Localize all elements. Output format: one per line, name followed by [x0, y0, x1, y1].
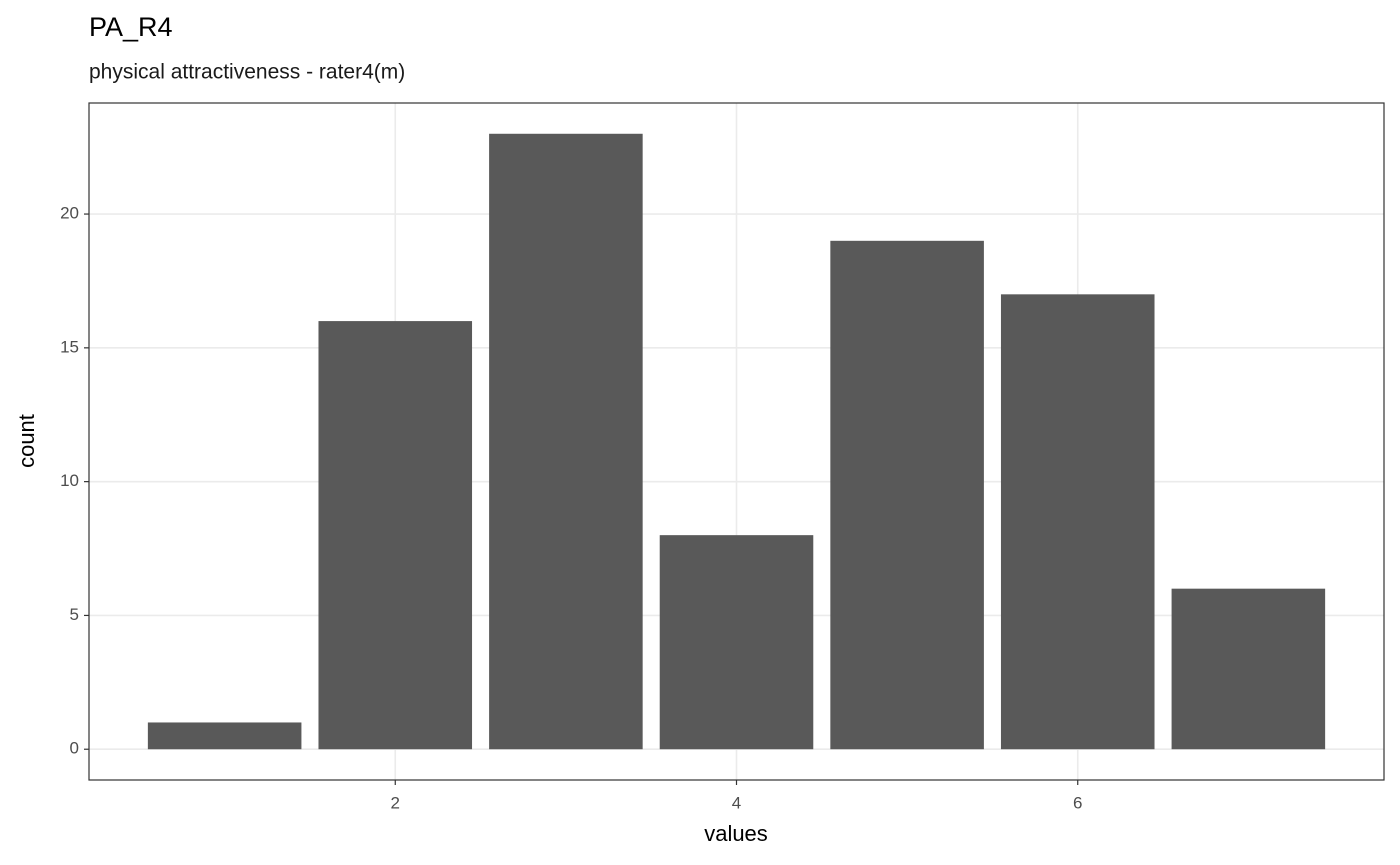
x-tick-label: 6 — [1073, 793, 1082, 812]
y-axis-title: count — [14, 414, 39, 468]
x-tick-label: 2 — [391, 793, 400, 812]
y-tick-label: 15 — [60, 337, 79, 356]
y-tick-label: 0 — [70, 739, 79, 758]
chart-title: PA_R4 — [89, 12, 173, 42]
bar — [830, 240, 984, 750]
bar — [318, 321, 473, 750]
bar — [1171, 588, 1326, 750]
y-tick-label: 20 — [60, 204, 79, 223]
bar — [489, 133, 643, 750]
bar — [659, 535, 814, 750]
x-axis-title: values — [704, 821, 768, 846]
bar — [147, 722, 302, 750]
y-tick-label: 10 — [60, 471, 79, 490]
y-tick-label: 5 — [70, 605, 79, 624]
chart-subtitle: physical attractiveness - rater4(m) — [89, 61, 405, 84]
x-tick-label: 4 — [732, 793, 741, 812]
bar — [1000, 294, 1155, 750]
